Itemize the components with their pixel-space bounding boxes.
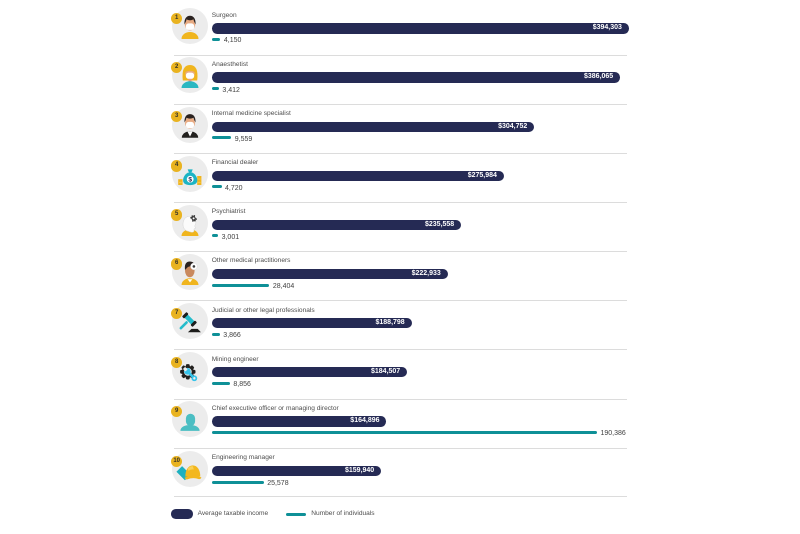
svg-text:$: $ — [188, 176, 192, 183]
